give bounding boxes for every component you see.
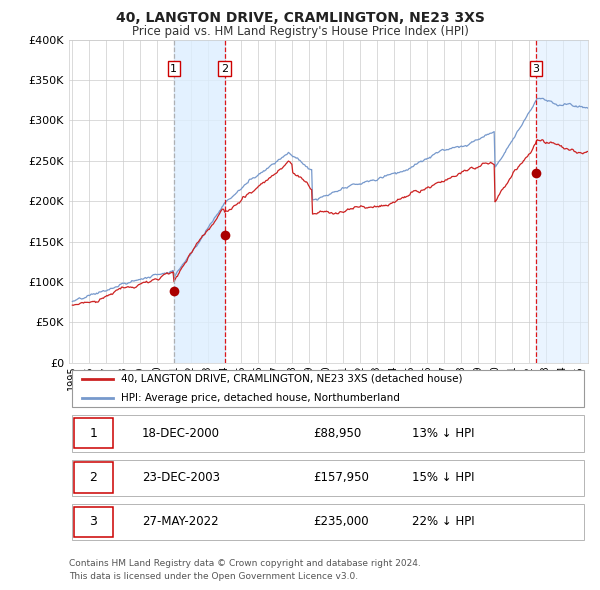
- Text: 23-DEC-2003: 23-DEC-2003: [142, 471, 220, 484]
- Text: £88,950: £88,950: [313, 427, 361, 440]
- Text: 22% ↓ HPI: 22% ↓ HPI: [412, 515, 474, 528]
- Text: 1: 1: [89, 427, 97, 440]
- Text: 40, LANGTON DRIVE, CRAMLINGTON, NE23 3XS (detached house): 40, LANGTON DRIVE, CRAMLINGTON, NE23 3XS…: [121, 373, 463, 384]
- Text: 27-MAY-2022: 27-MAY-2022: [142, 515, 218, 528]
- Text: 1: 1: [170, 64, 178, 74]
- FancyBboxPatch shape: [71, 504, 584, 540]
- FancyBboxPatch shape: [71, 371, 584, 407]
- FancyBboxPatch shape: [71, 460, 584, 496]
- Text: 40, LANGTON DRIVE, CRAMLINGTON, NE23 3XS: 40, LANGTON DRIVE, CRAMLINGTON, NE23 3XS: [116, 11, 484, 25]
- FancyBboxPatch shape: [74, 463, 113, 493]
- FancyBboxPatch shape: [71, 415, 584, 451]
- Bar: [536, 40, 588, 363]
- Text: 18-DEC-2000: 18-DEC-2000: [142, 427, 220, 440]
- Text: 2: 2: [221, 64, 228, 74]
- FancyBboxPatch shape: [74, 507, 113, 537]
- Text: £157,950: £157,950: [313, 471, 369, 484]
- FancyBboxPatch shape: [74, 418, 113, 448]
- Bar: [174, 40, 224, 363]
- Text: 13% ↓ HPI: 13% ↓ HPI: [412, 427, 474, 440]
- Text: 3: 3: [532, 64, 539, 74]
- Text: Price paid vs. HM Land Registry's House Price Index (HPI): Price paid vs. HM Land Registry's House …: [131, 25, 469, 38]
- Text: This data is licensed under the Open Government Licence v3.0.: This data is licensed under the Open Gov…: [69, 572, 358, 581]
- Text: 15% ↓ HPI: 15% ↓ HPI: [412, 471, 474, 484]
- Text: Contains HM Land Registry data © Crown copyright and database right 2024.: Contains HM Land Registry data © Crown c…: [69, 559, 421, 568]
- Text: 2: 2: [89, 471, 97, 484]
- Text: HPI: Average price, detached house, Northumberland: HPI: Average price, detached house, Nort…: [121, 393, 400, 403]
- Text: £235,000: £235,000: [313, 515, 368, 528]
- Text: 3: 3: [89, 515, 97, 528]
